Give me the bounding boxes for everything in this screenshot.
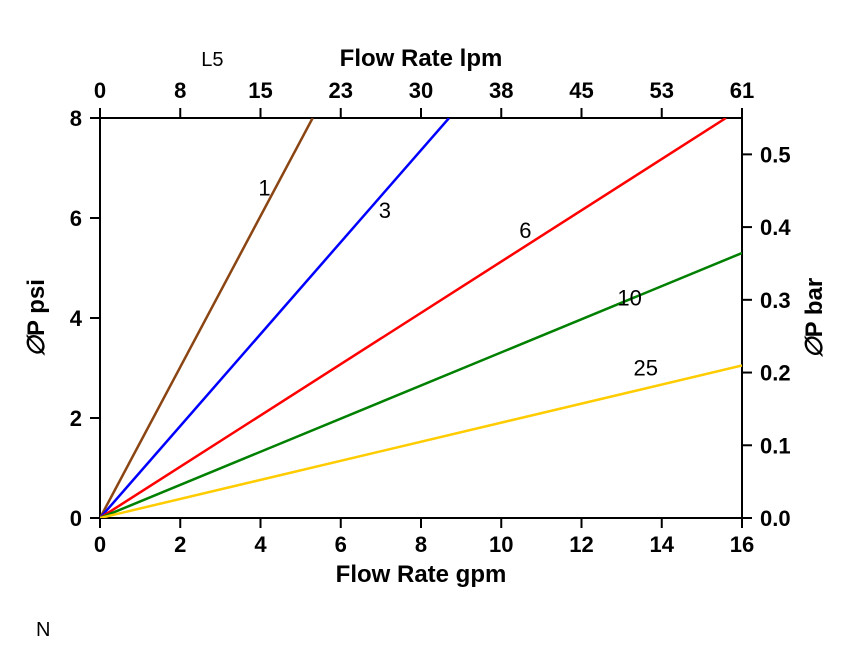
y-left-tick-label: 8 [70, 106, 82, 131]
x-top-tick-label: 23 [329, 78, 353, 103]
y-right-tick-label: 0.3 [760, 288, 791, 313]
x-top-tick-label: 45 [569, 78, 593, 103]
corner-label: N [36, 619, 50, 641]
y-right-tick-label: 0.1 [760, 433, 791, 458]
x-top-tick-label: 8 [174, 78, 186, 103]
y-left-tick-label: 2 [70, 406, 82, 431]
y-right-label: ∅P bar [801, 278, 828, 359]
y-left-label: ∅P psi [23, 279, 50, 357]
x-bottom-tick-label: 2 [174, 532, 186, 557]
x-bottom-tick-label: 4 [254, 532, 267, 557]
x-top-tick-label: 61 [730, 78, 754, 103]
x-top-tick-label: 0 [94, 78, 106, 103]
y-right-tick-label: 0.5 [760, 142, 791, 167]
series-label: 6 [519, 218, 531, 243]
x-top-tick-label: 30 [409, 78, 433, 103]
y-right-tick-label: 0.2 [760, 361, 791, 386]
x-bottom-tick-label: 16 [730, 532, 754, 557]
x-bottom-tick-label: 14 [650, 532, 675, 557]
x-bottom-tick-label: 8 [415, 532, 427, 557]
x-top-extra-label: L5 [201, 49, 223, 71]
series-label: 1 [258, 176, 270, 201]
x-top-label: Flow Rate lpm [340, 45, 503, 72]
series-label: 3 [379, 198, 391, 223]
y-left-tick-label: 6 [70, 206, 82, 231]
x-bottom-label: Flow Rate gpm [336, 561, 507, 588]
y-left-tick-label: 0 [70, 506, 82, 531]
x-bottom-tick-label: 12 [569, 532, 593, 557]
x-bottom-tick-label: 6 [335, 532, 347, 557]
y-right-tick-label: 0.0 [760, 506, 791, 531]
x-top-tick-label: 53 [650, 78, 674, 103]
y-right-tick-label: 0.4 [760, 215, 791, 240]
x-bottom-tick-label: 10 [489, 532, 513, 557]
y-left-tick-label: 4 [70, 306, 83, 331]
chart-container: 0246810121416Flow Rate gpm08152330384553… [0, 0, 866, 644]
series-label: 25 [633, 356, 657, 381]
x-bottom-tick-label: 0 [94, 532, 106, 557]
x-top-tick-label: 38 [489, 78, 513, 103]
x-top-tick-label: 15 [248, 78, 272, 103]
series-label: 10 [617, 286, 641, 311]
chart-svg: 0246810121416Flow Rate gpm08152330384553… [0, 0, 866, 644]
